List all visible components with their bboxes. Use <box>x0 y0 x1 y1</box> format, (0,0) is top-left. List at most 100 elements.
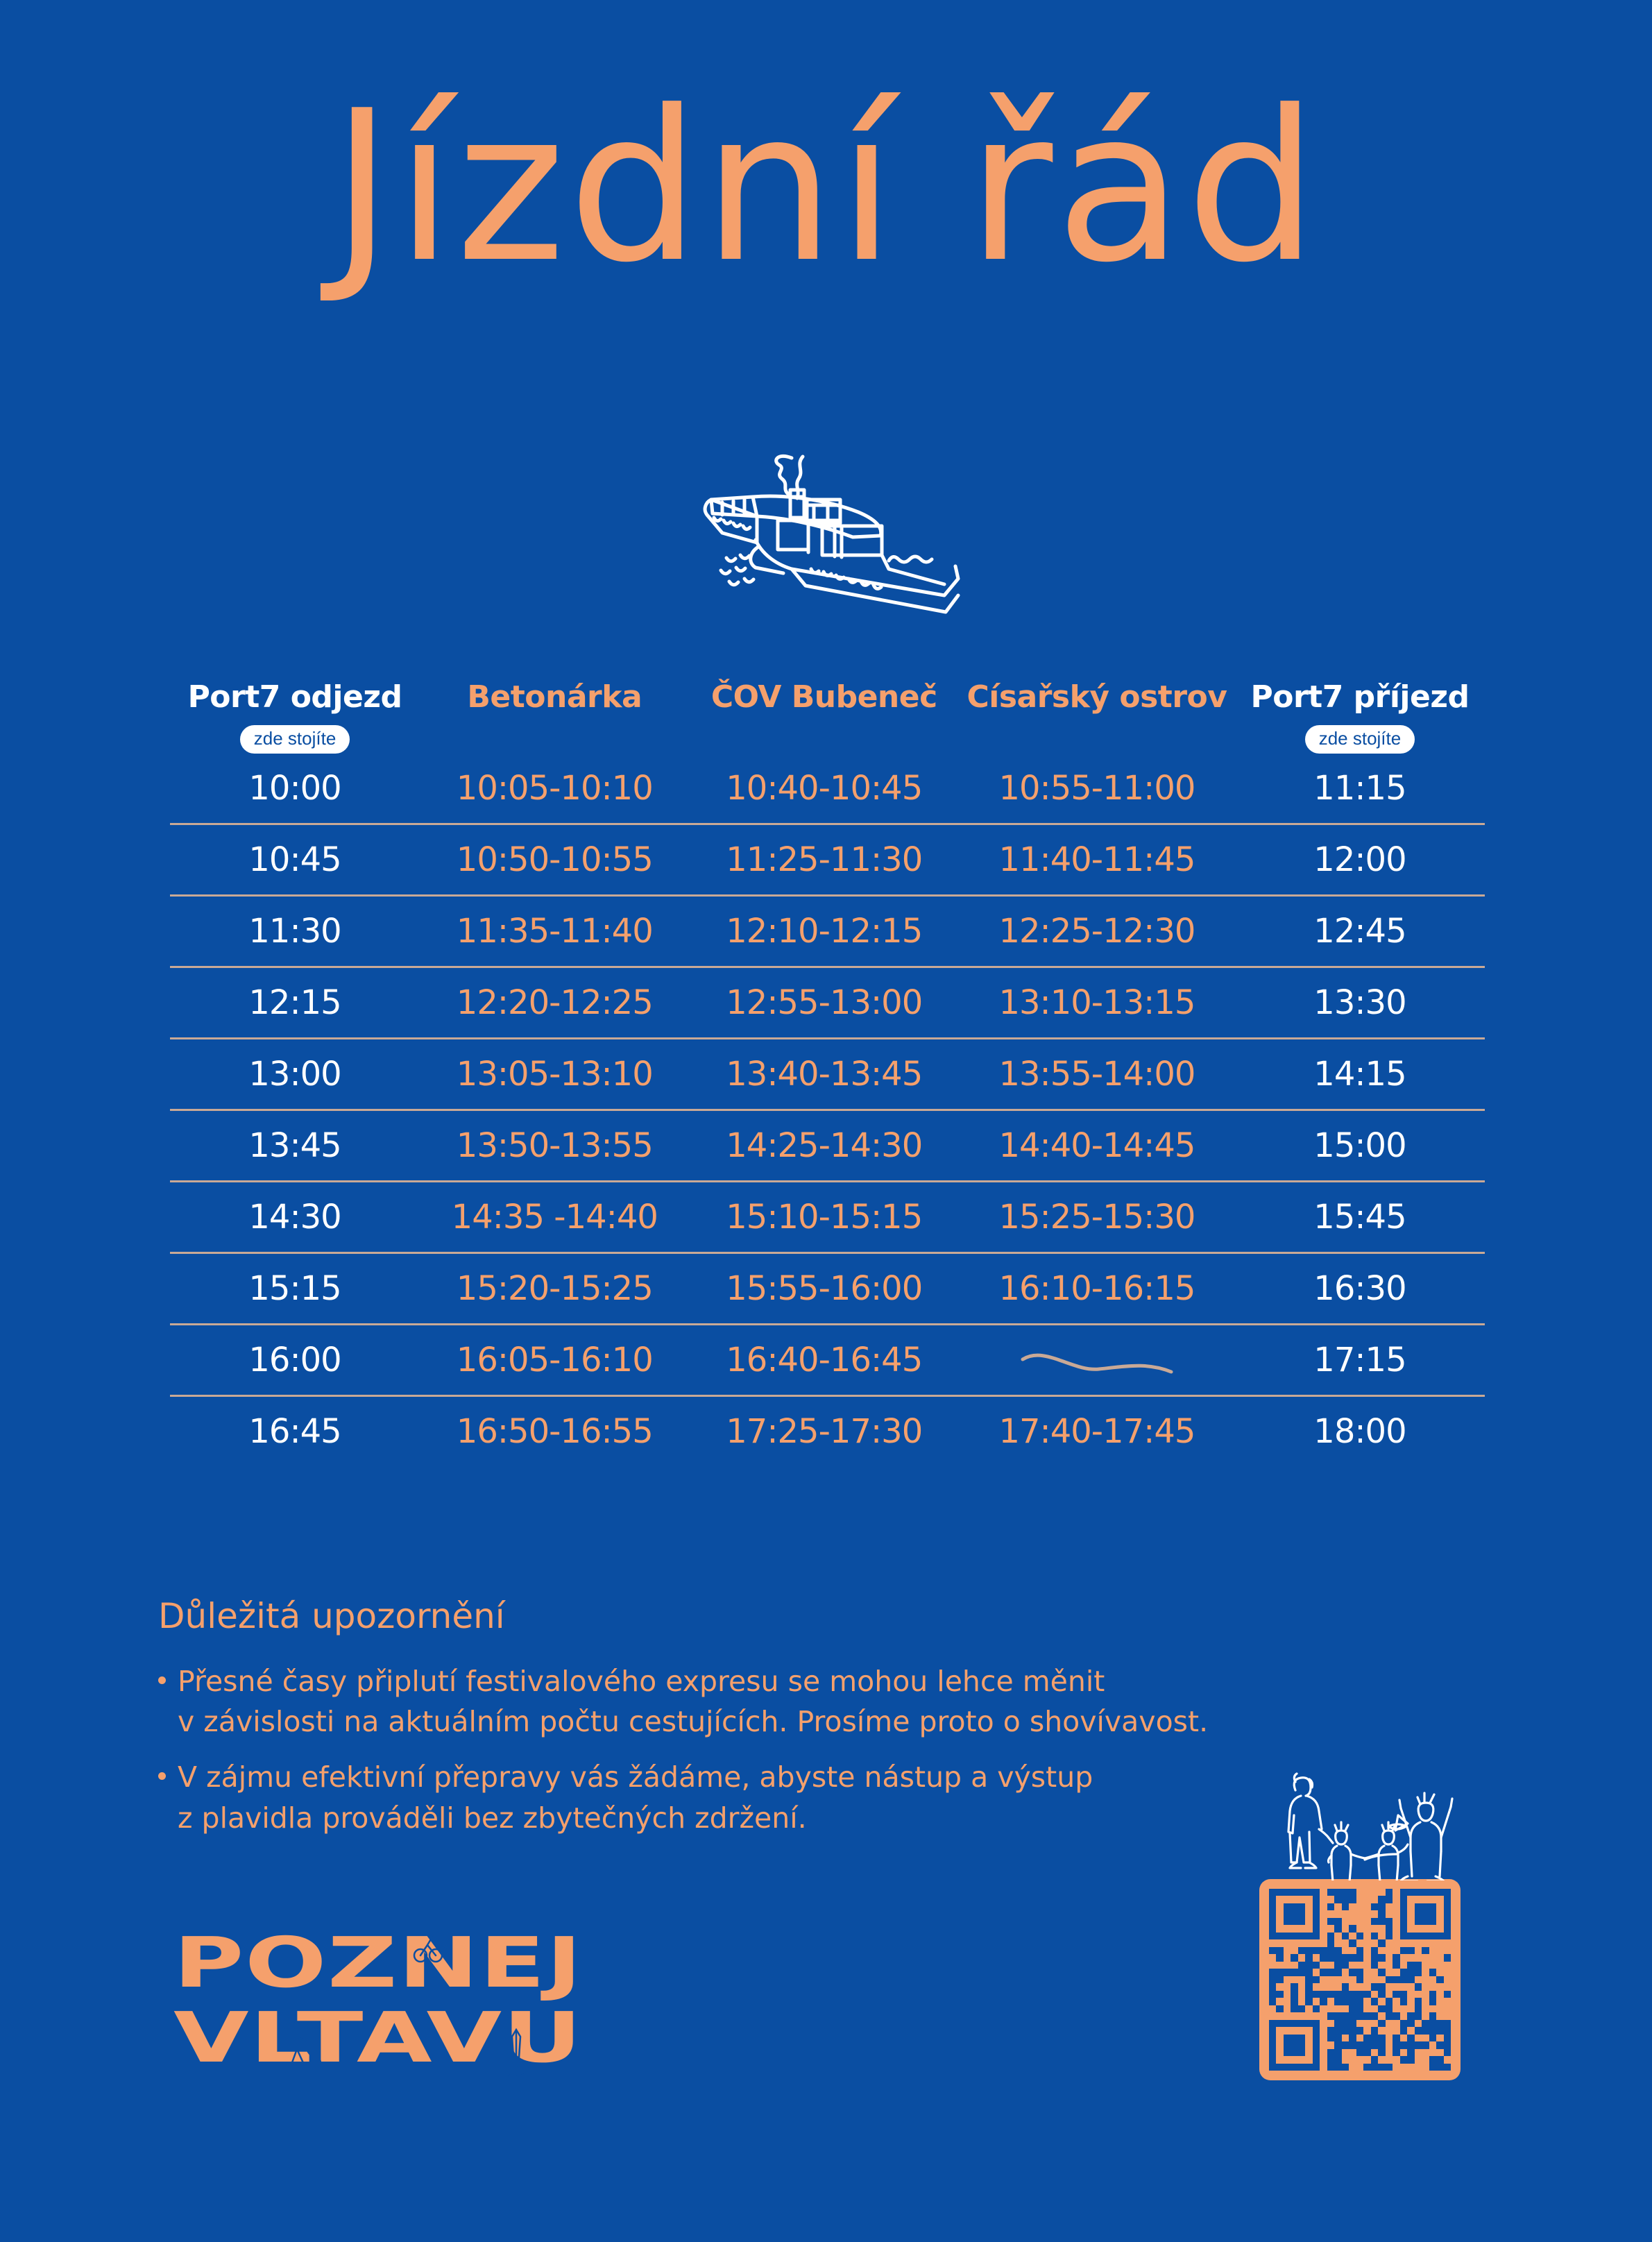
column-header-port7-odjezd: Port7 odjezd zde stojíte <box>170 679 420 754</box>
steamboat-icon <box>0 430 1652 618</box>
cell-arrival: 15:00 <box>1234 1109 1485 1182</box>
table-row: 16:45 16:50-16:55 17:25-17:30 17:40-17:4… <box>170 1395 1485 1467</box>
table-row: 13:45 13:50-13:55 14:25-14:30 14:40-14:4… <box>170 1109 1485 1182</box>
cell-stop: 10:55-11:00 <box>998 769 1195 808</box>
family-figures-icon <box>1287 1772 1454 1880</box>
column-header-label: Betonárka <box>467 679 642 715</box>
cell-departure: 11:30 <box>170 894 420 967</box>
cell-departure: 13:00 <box>170 1037 420 1110</box>
notice-line-1: Přesné časy připlutí festivalového expre… <box>178 1665 1105 1698</box>
badge-spacer <box>690 715 959 747</box>
cell-departure: 10:00 <box>248 769 341 808</box>
cell-stop: 14:35 -14:40 <box>420 1180 690 1253</box>
cell-arrival: 12:45 <box>1234 894 1485 967</box>
column-header-betonarka: Betonárka <box>420 679 689 754</box>
badge-spacer <box>420 715 689 747</box>
cell-stop: 12:20-12:25 <box>420 966 690 1039</box>
cell-departure: 16:00 <box>170 1323 420 1396</box>
dog-walker-icon <box>287 2021 323 2066</box>
cell-arrival: 15:45 <box>1234 1180 1485 1253</box>
table-row: 11:30 11:35-11:40 12:10-12:15 12:25-12:3… <box>170 894 1485 967</box>
cell-stop: 11:40-11:45 <box>958 823 1235 896</box>
column-header-cisarsky-ostrov: Císařský ostrov <box>959 679 1235 754</box>
cell-arrival: 11:15 <box>1313 769 1406 808</box>
cell-arrival: 13:30 <box>1234 966 1485 1039</box>
status-badge-here-0: zde stojíte <box>239 724 350 754</box>
paddleboarder-icon <box>504 2028 529 2078</box>
notice-line-2: v závislosti na aktuálním počtu cestujíc… <box>178 1705 1209 1739</box>
column-header-cov-bubenec: ČOV Bubeneč <box>690 679 959 754</box>
cell-stop: 10:40-10:45 <box>726 769 923 808</box>
cell-stop: 11:35-11:40 <box>420 894 690 967</box>
notice-line-1: V zájmu efektivní přepravy vás žádáme, a… <box>178 1760 1093 1794</box>
table-header-row: Port7 odjezd zde stojíte Betonárka ČOV B… <box>170 679 1485 754</box>
cell-stop: 17:40-17:45 <box>958 1395 1235 1467</box>
status-badge-here-1: zde stojíte <box>1304 724 1415 754</box>
cell-stop: 12:55-13:00 <box>689 966 959 1039</box>
column-header-label: Port7 příjezd <box>1250 679 1470 715</box>
notice-line-2: z plavidla prováděli bez zbytečných zdrž… <box>178 1801 807 1835</box>
cell-stop: 16:40-16:45 <box>689 1323 959 1396</box>
cell-stop: 14:40-14:45 <box>958 1109 1235 1182</box>
cell-stop: 15:10-15:15 <box>689 1180 959 1253</box>
logo-line-2: VLTAVU <box>173 1997 583 2078</box>
notices-list: Přesné časy připlutí festivalového expre… <box>158 1661 1268 1838</box>
cell-arrival: 18:00 <box>1234 1395 1485 1467</box>
column-header-port7-prijezd: Port7 příjezd zde stojíte <box>1235 679 1485 754</box>
cell-stop: 16:10-16:15 <box>958 1252 1235 1325</box>
cell-no-stop-squiggle-icon <box>958 1323 1235 1396</box>
badge-spacer <box>959 715 1235 747</box>
cell-stop: 11:25-11:30 <box>689 823 959 896</box>
list-item: Přesné časy připlutí festivalového expre… <box>158 1661 1268 1742</box>
column-header-label: Port7 odjezd <box>187 679 402 715</box>
table-row: 16:00 16:05-16:10 16:40-16:45 17:15 <box>170 1323 1485 1396</box>
cell-stop: 14:25-14:30 <box>689 1109 959 1182</box>
bullet-dot-icon <box>158 1772 166 1781</box>
cell-stop: 12:25-12:30 <box>958 894 1235 967</box>
page-title: Jízdní řád <box>331 66 1321 308</box>
cyclist-icon <box>413 1928 443 1963</box>
cell-stop: 12:10-12:15 <box>689 894 959 967</box>
cell-stop: 16:50-16:55 <box>420 1395 690 1467</box>
cell-stop: 17:25-17:30 <box>689 1395 959 1467</box>
cell-stop: 13:55-14:00 <box>958 1037 1235 1110</box>
cell-arrival: 17:15 <box>1234 1323 1485 1396</box>
table-row: 13:00 13:05-13:10 13:40-13:45 13:55-14:0… <box>170 1037 1485 1110</box>
table-row: 10:45 10:50-10:55 11:25-11:30 11:40-11:4… <box>170 823 1485 896</box>
cell-departure: 12:15 <box>170 966 420 1039</box>
schedule-table: Port7 odjezd zde stojíte Betonárka ČOV B… <box>170 679 1485 1467</box>
cell-departure: 16:45 <box>170 1395 420 1467</box>
cell-stop: 13:10-13:15 <box>958 966 1235 1039</box>
cell-stop: 10:05-10:10 <box>456 769 654 808</box>
cell-stop: 15:20-15:25 <box>420 1252 690 1325</box>
logo-line-1: POZNEJ <box>173 1926 583 2003</box>
list-item: V zájmu efektivní přepravy vás žádáme, a… <box>158 1757 1268 1837</box>
cell-arrival: 16:30 <box>1234 1252 1485 1325</box>
cell-stop: 16:05-16:10 <box>420 1323 690 1396</box>
qr-section <box>1259 1763 1488 2080</box>
cell-departure: 10:45 <box>170 823 420 896</box>
cell-stop: 15:25-15:30 <box>958 1180 1235 1253</box>
table-row: 12:15 12:20-12:25 12:55-13:00 13:10-13:1… <box>170 966 1485 1039</box>
cell-departure: 14:30 <box>170 1180 420 1253</box>
cell-stop: 10:50-10:55 <box>420 823 690 896</box>
table-row: 14:30 14:35 -14:40 15:10-15:15 15:25-15:… <box>170 1180 1485 1253</box>
table-row: 15:15 15:20-15:25 15:55-16:00 16:10-16:1… <box>170 1252 1485 1325</box>
cell-departure: 13:45 <box>170 1109 420 1182</box>
notices-section: Důležitá upozornění Přesné časy připlutí… <box>158 1596 1268 1853</box>
cell-stop: 15:55-16:00 <box>689 1252 959 1325</box>
cell-arrival: 14:15 <box>1234 1037 1485 1110</box>
cell-stop: 13:40-13:45 <box>689 1037 959 1110</box>
notices-heading: Důležitá upozornění <box>158 1596 505 1636</box>
table-row: 10:00 10:05-10:10 10:40-10:45 10:55-11:0… <box>170 754 1485 824</box>
bullet-dot-icon <box>158 1676 166 1684</box>
column-header-label: ČOV Bubeneč <box>710 679 937 715</box>
column-header-label: Císařský ostrov <box>966 679 1227 715</box>
poznej-vltavu-logo: POZNEJ VLTAVU <box>173 1926 604 2085</box>
cell-stop: 13:50-13:55 <box>420 1109 690 1182</box>
cell-arrival: 12:00 <box>1234 823 1485 896</box>
cell-stop: 13:05-13:10 <box>420 1037 690 1110</box>
cell-departure: 15:15 <box>170 1252 420 1325</box>
qr-code-icon[interactable] <box>1259 1879 1461 2080</box>
